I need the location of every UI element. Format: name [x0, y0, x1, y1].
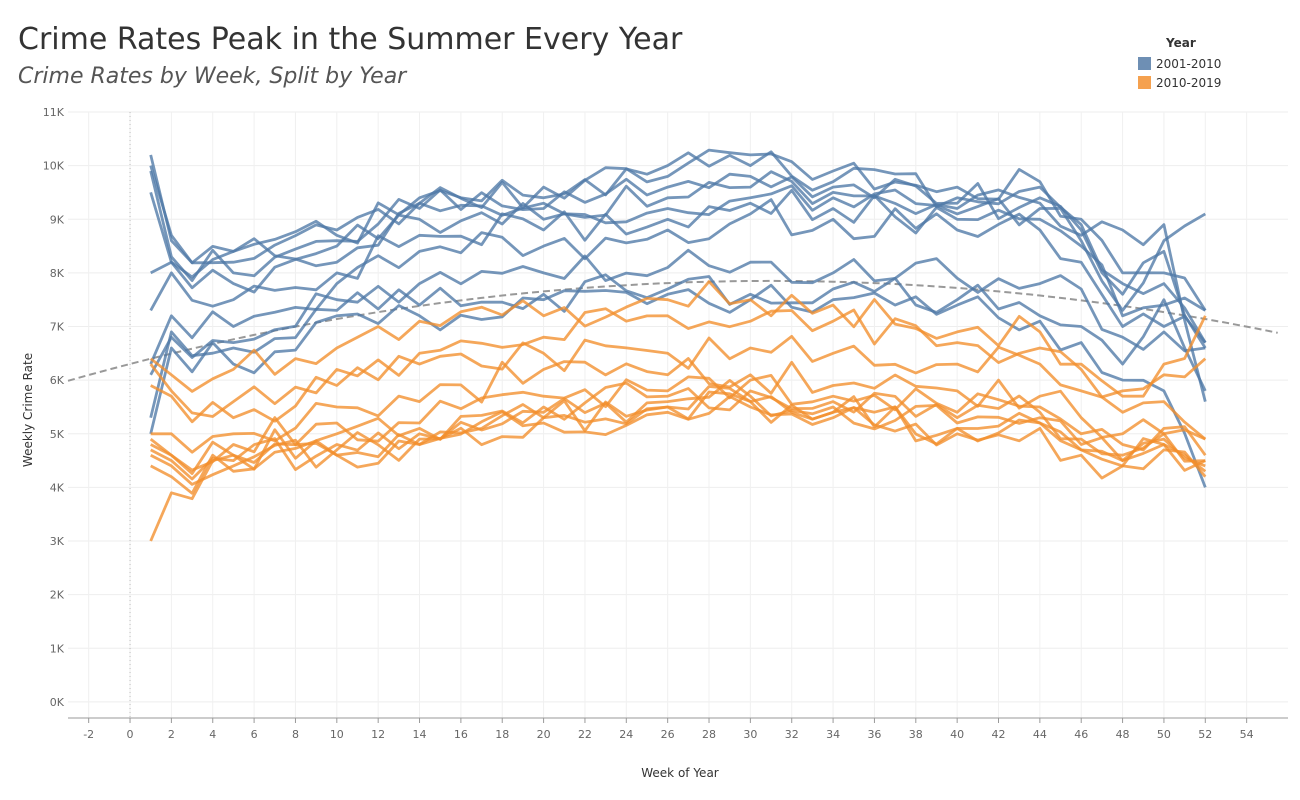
x-tick-label: 8	[292, 728, 299, 741]
y-tick-label: 9K	[50, 213, 65, 226]
y-axis-label: Weekly Crime Rate	[21, 353, 35, 467]
x-tick-label: 18	[495, 728, 509, 741]
x-tick-label: 16	[454, 728, 468, 741]
x-tick-label: -2	[83, 728, 94, 741]
x-tick-label: 44	[1033, 728, 1047, 741]
legend-swatch-2001-2010	[1138, 57, 1151, 70]
series-line-2001-2010-9[interactable]	[149, 273, 1207, 419]
series-line-2010-2019-6[interactable]	[150, 381, 1206, 476]
x-tick-label: 52	[1198, 728, 1212, 741]
legend: Year 2001-2010 2010-2019	[1138, 36, 1221, 92]
legend-label-2010-2019: 2010-2019	[1156, 75, 1222, 90]
y-tick-label: 8K	[50, 267, 65, 280]
y-tick-label: 7K	[50, 321, 65, 334]
y-tick-label: 6K	[50, 374, 65, 387]
y-tick-label: 1K	[50, 642, 65, 655]
x-tick-label: 28	[702, 728, 716, 741]
y-tick-label: 2K	[50, 589, 65, 602]
x-tick-label: 38	[909, 728, 923, 741]
x-tick-label: 40	[950, 728, 964, 741]
chart-title: Crime Rates Peak in the Summer Every Yea…	[18, 22, 683, 57]
legend-swatch-2010-2019	[1138, 76, 1151, 89]
legend-item-2001-2010[interactable]: 2001-2010	[1138, 54, 1221, 73]
y-tick-label: 10K	[43, 160, 65, 173]
x-tick-label: 14	[413, 728, 427, 741]
series-lines	[149, 148, 1207, 542]
x-tick-label: 42	[992, 728, 1006, 741]
legend-title: Year	[1166, 36, 1196, 50]
y-tick-label: 0K	[50, 696, 65, 709]
x-tick-label: 46	[1074, 728, 1088, 741]
x-tick-label: 4	[209, 728, 216, 741]
series-line-2010-2019-1[interactable]	[149, 280, 1207, 398]
x-tick-label: 10	[330, 728, 344, 741]
series-line-2010-2019-3[interactable]	[150, 334, 1207, 441]
x-tick-label: 50	[1157, 728, 1171, 741]
x-tick-label: 24	[619, 728, 633, 741]
series-line-2010-2019-10[interactable]	[149, 390, 1206, 542]
series-line-2010-2019-8[interactable]	[150, 385, 1207, 486]
y-tick-label: 4K	[50, 481, 65, 494]
series-line-2001-2010-3[interactable]	[149, 170, 1207, 349]
trend-line-layer	[67, 279, 1278, 382]
x-tick-label: 22	[578, 728, 592, 741]
series-line-2001-2010-4[interactable]	[149, 170, 1207, 402]
x-tick-label: 48	[1116, 728, 1130, 741]
y-tick-label: 11K	[43, 106, 65, 119]
series-line-2001-2010-1[interactable]	[149, 150, 1207, 344]
legend-item-2010-2019[interactable]: 2010-2019	[1138, 73, 1221, 92]
x-axis-label: Week of Year	[641, 766, 719, 780]
series-line-2010-2019-5[interactable]	[149, 373, 1207, 472]
y-tick-label: 3K	[50, 535, 65, 548]
x-tick-label: 6	[251, 728, 258, 741]
series-line-2001-2010-5[interactable]	[150, 184, 1207, 312]
x-tick-label: 0	[127, 728, 134, 741]
series-line-2001-2010-6[interactable]	[149, 188, 1207, 318]
trend-line	[67, 279, 1278, 382]
chart-subtitle: Crime Rates by Week, Split by Year	[18, 64, 407, 89]
x-tick-label: 26	[661, 728, 675, 741]
series-line-2001-2010-2[interactable]	[149, 148, 1207, 312]
x-tick-label: 34	[826, 728, 840, 741]
x-tick-label: 12	[371, 728, 385, 741]
series-line-2010-2019-4[interactable]	[150, 357, 1206, 454]
x-tick-label: 36	[867, 728, 881, 741]
x-tick-label: 54	[1240, 728, 1254, 741]
legend-label-2001-2010: 2001-2010	[1156, 56, 1222, 71]
x-tick-label: 20	[537, 728, 551, 741]
x-tick-label: 32	[785, 728, 799, 741]
x-tick-label: 2	[168, 728, 175, 741]
y-tick-label: 5K	[50, 428, 65, 441]
x-tick-label: 30	[743, 728, 757, 741]
series-line-2001-2010-8[interactable]	[149, 248, 1206, 376]
